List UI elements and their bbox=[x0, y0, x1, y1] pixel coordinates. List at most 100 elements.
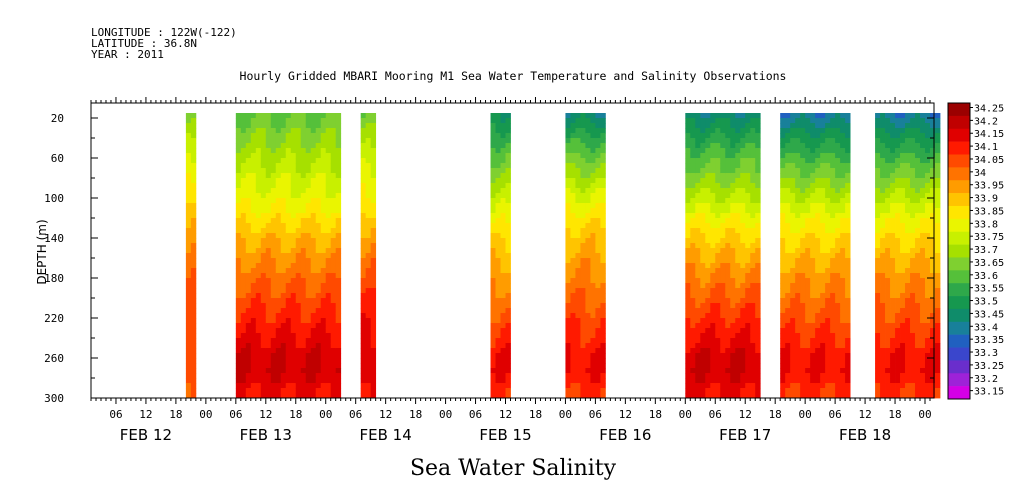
salinity-cell bbox=[800, 363, 806, 369]
salinity-cell bbox=[715, 318, 721, 324]
salinity-cell bbox=[900, 313, 906, 319]
salinity-cell bbox=[880, 188, 886, 194]
salinity-cell bbox=[300, 233, 307, 239]
salinity-cell bbox=[730, 138, 736, 144]
salinity-cell bbox=[330, 278, 337, 284]
salinity-cell bbox=[735, 238, 741, 244]
salinity-cell bbox=[815, 143, 821, 149]
salinity-cell bbox=[930, 323, 936, 329]
salinity-cell bbox=[500, 258, 506, 264]
salinity-cell bbox=[710, 113, 716, 119]
salinity-cell bbox=[740, 343, 746, 349]
salinity-cell bbox=[295, 118, 302, 124]
salinity-cell bbox=[900, 323, 906, 329]
salinity-cell bbox=[595, 278, 601, 284]
salinity-cell bbox=[690, 253, 696, 259]
salinity-cell bbox=[240, 158, 247, 164]
salinity-cell bbox=[565, 283, 571, 289]
salinity-cell bbox=[325, 303, 332, 309]
salinity-cell bbox=[730, 363, 736, 369]
salinity-cell bbox=[825, 313, 831, 319]
salinity-cell bbox=[730, 383, 736, 389]
salinity-cell bbox=[685, 138, 691, 144]
salinity-cell bbox=[730, 148, 736, 154]
salinity-cell bbox=[830, 143, 836, 149]
salinity-cell bbox=[805, 168, 811, 174]
salinity-cell bbox=[820, 123, 826, 129]
salinity-cell bbox=[710, 368, 716, 374]
salinity-cell bbox=[290, 188, 297, 194]
salinity-cell bbox=[285, 153, 292, 159]
salinity-cell bbox=[270, 173, 277, 179]
salinity-cell bbox=[235, 353, 242, 359]
salinity-cell bbox=[265, 338, 272, 344]
salinity-cell bbox=[825, 173, 831, 179]
salinity-cell bbox=[925, 308, 931, 314]
salinity-cell bbox=[875, 248, 881, 254]
salinity-cell bbox=[185, 193, 192, 199]
salinity-cell bbox=[590, 188, 596, 194]
salinity-cell bbox=[885, 378, 891, 384]
salinity-cell bbox=[365, 268, 372, 274]
salinity-cell bbox=[255, 378, 262, 384]
salinity-cell bbox=[315, 183, 322, 189]
salinity-cell bbox=[840, 348, 846, 354]
salinity-cell bbox=[685, 188, 691, 194]
salinity-cell bbox=[335, 358, 342, 364]
salinity-cell bbox=[595, 243, 601, 249]
salinity-cell bbox=[915, 353, 921, 359]
salinity-cell bbox=[735, 278, 741, 284]
salinity-cell bbox=[590, 148, 596, 154]
salinity-cell bbox=[335, 208, 342, 214]
salinity-cell bbox=[720, 138, 726, 144]
salinity-cell bbox=[310, 138, 317, 144]
salinity-cell bbox=[235, 193, 242, 199]
salinity-cell bbox=[260, 333, 267, 339]
salinity-cell bbox=[295, 168, 302, 174]
salinity-cell bbox=[715, 328, 721, 334]
salinity-cell bbox=[330, 138, 337, 144]
salinity-cell bbox=[300, 308, 307, 314]
salinity-cell bbox=[695, 253, 701, 259]
salinity-cell bbox=[250, 323, 257, 329]
salinity-cell bbox=[595, 208, 601, 214]
salinity-cell bbox=[895, 198, 901, 204]
salinity-cell bbox=[285, 258, 292, 264]
salinity-cell bbox=[885, 208, 891, 214]
salinity-cell bbox=[810, 258, 816, 264]
salinity-cell bbox=[795, 338, 801, 344]
salinity-cell bbox=[600, 338, 606, 344]
salinity-cell bbox=[890, 303, 896, 309]
salinity-cell bbox=[335, 183, 342, 189]
salinity-cell bbox=[840, 178, 846, 184]
salinity-cell bbox=[785, 193, 791, 199]
salinity-cell bbox=[890, 263, 896, 269]
salinity-cell bbox=[320, 213, 327, 219]
salinity-cell bbox=[295, 288, 302, 294]
salinity-cell bbox=[280, 203, 287, 209]
salinity-cell bbox=[270, 153, 277, 159]
salinity-cell bbox=[915, 238, 921, 244]
salinity-cell bbox=[335, 248, 342, 254]
salinity-cell bbox=[500, 178, 506, 184]
salinity-cell bbox=[885, 313, 891, 319]
salinity-cell bbox=[245, 173, 252, 179]
salinity-cell bbox=[310, 133, 317, 139]
salinity-cell bbox=[895, 168, 901, 174]
salinity-cell bbox=[745, 338, 751, 344]
salinity-cell bbox=[875, 228, 881, 234]
salinity-cell bbox=[240, 173, 247, 179]
salinity-cell bbox=[370, 148, 377, 154]
salinity-cell bbox=[790, 358, 796, 364]
salinity-cell bbox=[885, 153, 891, 159]
salinity-cell bbox=[820, 158, 826, 164]
salinity-cell bbox=[305, 238, 312, 244]
salinity-cell bbox=[745, 163, 751, 169]
salinity-cell bbox=[280, 198, 287, 204]
salinity-cell bbox=[590, 233, 596, 239]
salinity-cell bbox=[735, 373, 741, 379]
salinity-cell bbox=[725, 233, 731, 239]
salinity-cell bbox=[495, 228, 501, 234]
salinity-cell bbox=[260, 193, 267, 199]
salinity-cell bbox=[805, 383, 811, 389]
